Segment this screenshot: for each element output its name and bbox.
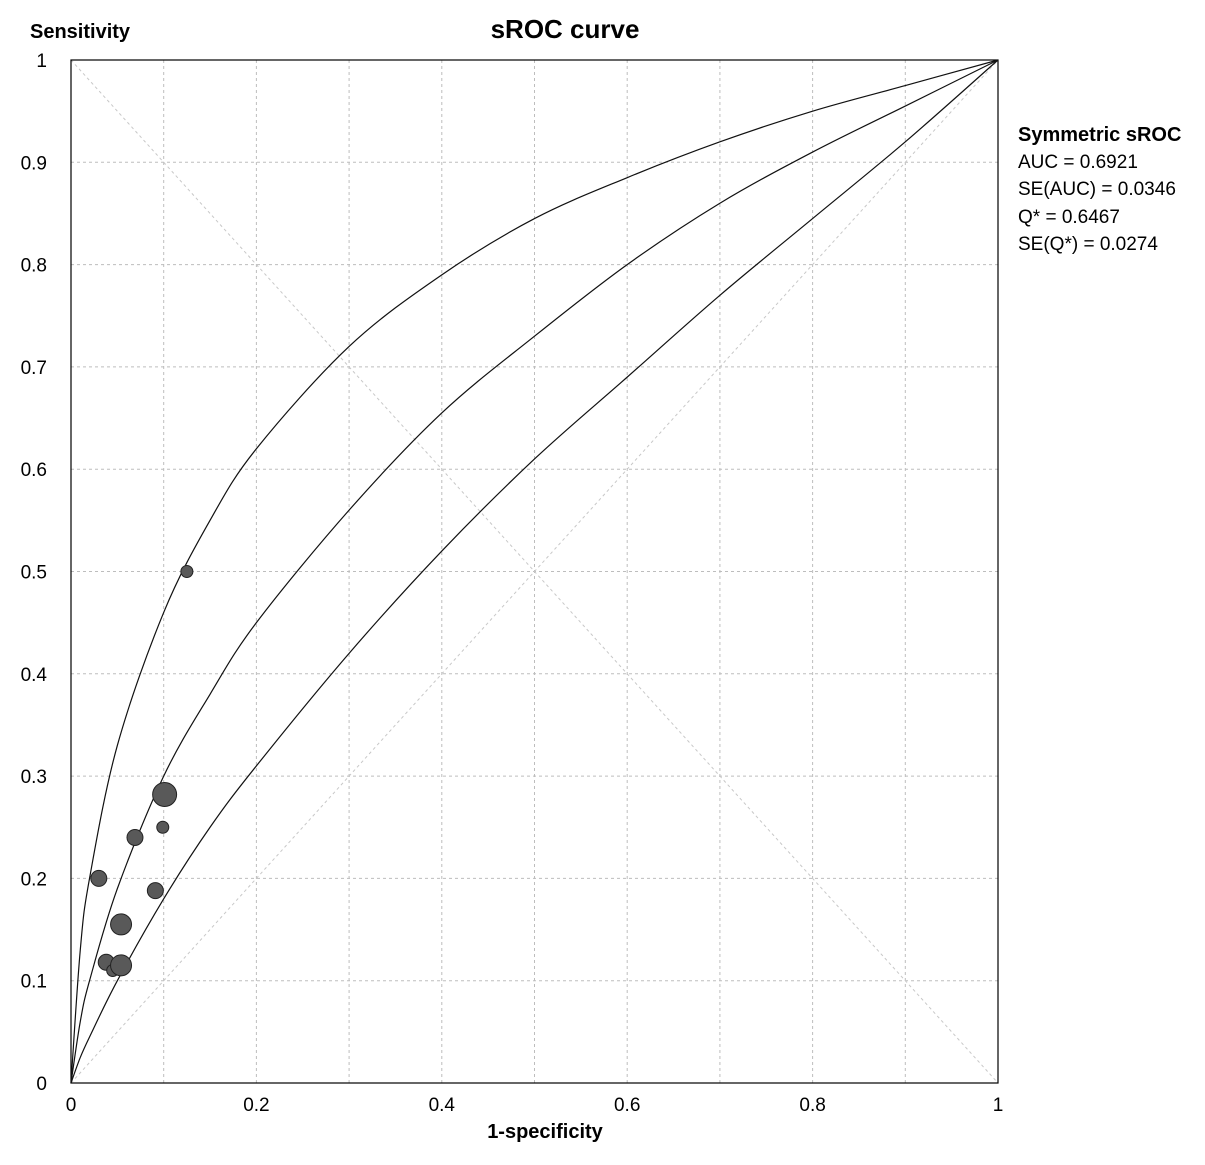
y-tick-label: 0.3 — [21, 767, 47, 788]
y-tick-label: 0.6 — [21, 460, 47, 481]
sroc-curve-upper — [70, 59, 999, 1084]
y-tick-labels: 0 0.1 0.2 0.3 0.4 0.5 0.6 0.7 0.8 0.9 1 — [21, 51, 48, 1095]
study-point — [180, 565, 194, 578]
stats-heading: Symmetric sROC — [1018, 124, 1181, 146]
reference-diagonals — [70, 59, 999, 1084]
y-axis-title: Sensitivity — [30, 21, 131, 43]
sroc-curve-lower — [70, 59, 999, 1084]
y-tick-label: 1 — [36, 51, 47, 72]
study-point — [146, 882, 164, 900]
plot-frame — [70, 59, 999, 1084]
y-tick-label: 0.7 — [21, 358, 47, 379]
stats-auc: AUC = 0.6921 — [1018, 152, 1138, 173]
x-tick-label: 0.6 — [614, 1095, 640, 1116]
study-point — [90, 869, 108, 887]
stats-q-star: Q* = 0.6467 — [1018, 207, 1120, 228]
study-point — [126, 828, 144, 846]
study-point — [110, 913, 133, 936]
y-tick-label: 0.2 — [21, 869, 47, 890]
x-tick-label: 0.4 — [429, 1095, 456, 1116]
x-tick-labels: 0 0.2 0.4 0.6 0.8 1 — [66, 1095, 1004, 1116]
study-point — [156, 820, 170, 834]
stats-se-auc: SE(AUC) = 0.0346 — [1018, 179, 1176, 200]
study-points — [90, 565, 194, 977]
y-tick-label: 0.8 — [21, 256, 47, 277]
sroc-curves — [70, 59, 999, 1084]
stats-panel: Symmetric sROC AUC = 0.6921 SE(AUC) = 0.… — [1018, 124, 1181, 255]
x-tick-label: 0.8 — [799, 1095, 825, 1116]
q-star-diagonal — [70, 59, 999, 1084]
x-axis-title: 1-specificity — [487, 1121, 603, 1143]
study-point — [110, 954, 133, 977]
y-tick-label: 0.9 — [21, 153, 47, 174]
x-tick-label: 1 — [993, 1095, 1004, 1116]
y-tick-label: 0.1 — [21, 972, 47, 993]
stats-se-q-star: SE(Q*) = 0.0274 — [1018, 234, 1158, 255]
y-tick-label: 0.4 — [21, 665, 48, 686]
y-tick-label: 0.5 — [21, 563, 47, 584]
sroc-curve-middle — [70, 59, 999, 1084]
x-tick-label: 0 — [66, 1095, 77, 1116]
chart-title: sROC curve — [491, 14, 640, 44]
y-tick-label: 0 — [36, 1074, 47, 1095]
study-point — [152, 782, 178, 808]
x-tick-label: 0.2 — [243, 1095, 269, 1116]
